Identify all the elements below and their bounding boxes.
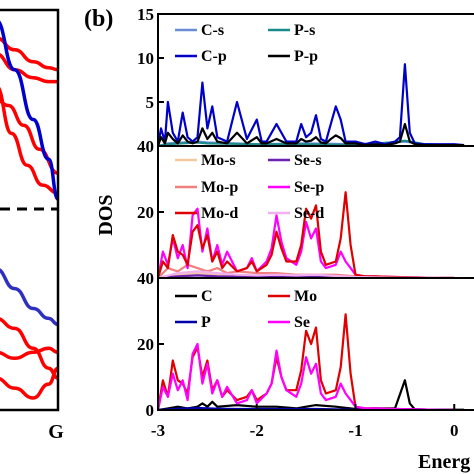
band-line-0: [0, 87, 59, 195]
dos-panel-bottom: 0 20 40 C Mo P Se: [137, 269, 474, 420]
band-line-5: [0, 268, 59, 327]
dos-middle-line-mo-d: [158, 191, 455, 278]
y-tick-label: 15: [137, 5, 154, 24]
panel-label: (b): [84, 6, 113, 32]
x-tick-label: -2: [250, 421, 264, 440]
x-tick-label: -3: [151, 421, 165, 440]
x-tick-label: 0: [450, 421, 459, 440]
dos-top-line-p-p: [158, 122, 465, 146]
dos-panel-top: 5 10 15 C-s P-s C-p P-p: [137, 5, 474, 147]
y-tick-label: 40: [137, 269, 154, 288]
legend-label-se-p: Se-p: [294, 179, 324, 196]
dos-bottom-line-se: [158, 342, 455, 410]
dos-top-line-c-p: [158, 63, 465, 146]
y-tick-label: 20: [137, 335, 154, 354]
dos-middle-line-se-p: [158, 207, 455, 278]
legend-label-se: Se: [294, 314, 310, 331]
legend-label-c: C: [201, 288, 213, 305]
dos-bottom-line-c: [158, 379, 465, 410]
legend-label-mo-s: Mo-s: [201, 152, 236, 169]
legend-label-p: P: [201, 314, 211, 331]
x-axis: -3 -2 -1 0 Energ: [151, 404, 470, 473]
x-tick-label: -1: [348, 421, 362, 440]
legend-label-se-s: Se-s: [294, 152, 322, 169]
dos-y-axis-label: DOS: [95, 194, 117, 235]
band-line-8: [0, 366, 59, 400]
legend-label-c-p: C-p: [201, 48, 227, 65]
y-tick-label: 40: [137, 137, 154, 156]
band-line-4: [0, 20, 60, 201]
legend-label-se-d: Se-d: [294, 205, 324, 222]
legend-label-p-s: P-s: [294, 22, 315, 39]
band-line-3: [0, 36, 59, 72]
legend-label-c-s: C-s: [201, 22, 224, 39]
band-lines: [0, 20, 60, 400]
legend-label-mo: Mo: [294, 288, 317, 305]
dos-panel-middle: 20 40 Mo-s Se-s Mo-p Se-p Mo-d Se-d: [137, 137, 474, 279]
y-tick-label: 10: [137, 49, 154, 68]
y-tick-label: 5: [146, 93, 155, 112]
y-tick-label: 20: [137, 203, 154, 222]
y-tick-label: 0: [146, 401, 155, 420]
band-line-6: [0, 317, 59, 380]
band-x-tick-label: G: [48, 421, 64, 443]
x-axis-label: Energ: [418, 451, 470, 473]
legend-label-mo-d: Mo-d: [201, 205, 238, 222]
legend-label-p-p: P-p: [294, 48, 318, 65]
band-line-2: [0, 53, 58, 84]
dos-top-series: [158, 63, 465, 146]
band-line-7: [0, 346, 59, 361]
band-structure-panel: G: [0, 8, 64, 443]
band-frame: [0, 8, 60, 412]
legend-label-mo-p: Mo-p: [201, 179, 238, 196]
